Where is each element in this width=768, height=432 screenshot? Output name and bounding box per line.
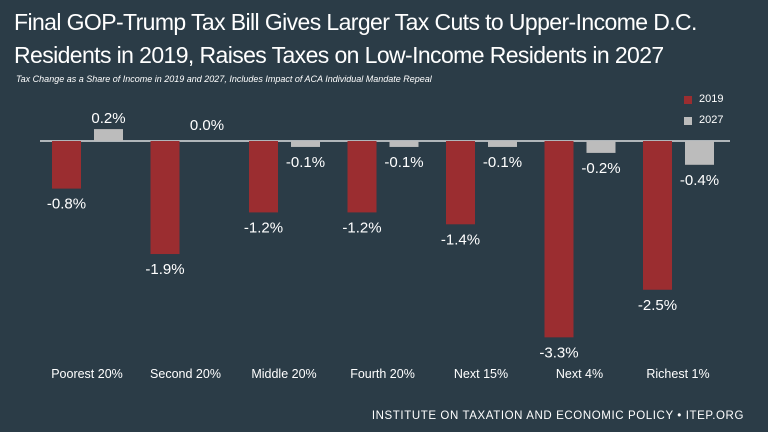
bar-2019-3 bbox=[249, 141, 278, 213]
value-label-2027-1: 0.2% bbox=[91, 110, 125, 127]
bar-2019-4 bbox=[347, 141, 377, 213]
bar-2027-6 bbox=[586, 141, 616, 153]
bar-2027-4 bbox=[389, 141, 419, 147]
value-label-2019-6: -3.3% bbox=[539, 344, 578, 361]
bar-2019-5 bbox=[446, 141, 475, 225]
value-label-2019-4: -1.2% bbox=[342, 219, 381, 236]
category-label-5: Next 15% bbox=[454, 367, 508, 381]
value-label-2019-5: -1.4% bbox=[441, 231, 480, 248]
value-label-2019-3: -1.2% bbox=[244, 219, 283, 236]
category-label-2: Second 20% bbox=[150, 367, 221, 381]
bar-2019-7 bbox=[643, 141, 672, 290]
legend-label-2027: 2027 bbox=[699, 114, 724, 126]
legend-swatch-2019 bbox=[684, 96, 692, 104]
bar-2019-6 bbox=[544, 141, 574, 338]
value-label-2027-4: -0.1% bbox=[384, 154, 423, 171]
legend-swatch-2027 bbox=[684, 117, 692, 125]
value-label-2019-2: -1.9% bbox=[145, 261, 184, 278]
bar-2027-3 bbox=[291, 141, 320, 147]
value-label-2027-6: -0.2% bbox=[581, 160, 620, 177]
value-label-2027-5: -0.1% bbox=[483, 154, 522, 171]
chart-subtitle: Tax Change as a Share of Income in 2019 … bbox=[16, 74, 432, 84]
chart-title: Final GOP-Trump Tax Bill Gives Larger Ta… bbox=[14, 9, 697, 68]
bar-2019-2 bbox=[150, 141, 180, 255]
legend-label-2019: 2019 bbox=[699, 93, 724, 105]
category-label-3: Middle 20% bbox=[251, 367, 316, 381]
bar-2027-7 bbox=[685, 141, 714, 165]
bar-2019-1 bbox=[52, 141, 81, 189]
category-label-4: Fourth 20% bbox=[350, 367, 415, 381]
value-label-2019-7: -2.5% bbox=[638, 297, 677, 314]
value-label-2027-3: -0.1% bbox=[286, 154, 325, 171]
footer-credit: INSTITUTE ON TAXATION AND ECONOMIC POLIC… bbox=[371, 410, 744, 422]
bar-2027-1 bbox=[94, 129, 123, 141]
value-label-2027-2: 0.0% bbox=[190, 117, 224, 134]
value-label-2019-1: -0.8% bbox=[47, 196, 86, 213]
category-label-7: Richest 1% bbox=[646, 367, 709, 381]
value-label-2027-7: -0.4% bbox=[680, 172, 719, 189]
category-label-1: Poorest 20% bbox=[51, 367, 123, 381]
category-label-6: Next 4% bbox=[556, 367, 603, 381]
bar-2027-5 bbox=[488, 141, 517, 147]
